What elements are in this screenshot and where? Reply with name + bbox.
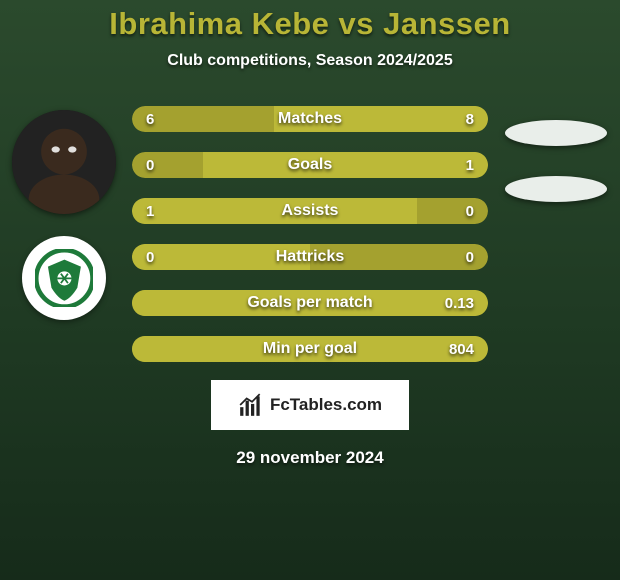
left-column — [0, 106, 128, 320]
stat-bars: Matches68Goals01Assists10Hattricks00Goal… — [128, 106, 492, 362]
bar-label: Min per goal — [132, 336, 488, 362]
bar-value-right: 0 — [466, 244, 474, 270]
bar-label: Hattricks — [132, 244, 488, 270]
comparison-row: Matches68Goals01Assists10Hattricks00Goal… — [0, 106, 620, 362]
date-label: 29 november 2024 — [0, 448, 620, 468]
bar-value-right: 804 — [449, 336, 474, 362]
bar-value-left: 6 — [146, 106, 154, 132]
bar-value-left: 0 — [146, 152, 154, 178]
infographic-root: Ibrahima Kebe vs Janssen Club competitio… — [0, 0, 620, 580]
stat-bar: Assists1 0 — [132, 198, 488, 224]
page-subtitle: Club competitions, Season 2024/2025 — [0, 52, 620, 70]
bar-value-right: 0 — [466, 198, 474, 224]
watermark-text: FcTables.com — [270, 395, 382, 415]
person-icon — [12, 110, 116, 214]
bar-label: Goals per match — [132, 290, 488, 316]
bar-value-right: 8 — [466, 106, 474, 132]
page-title: Ibrahima Kebe vs Janssen — [0, 6, 620, 42]
club-badge-left — [22, 236, 106, 320]
bar-label: Matches — [132, 106, 488, 132]
shield-icon — [35, 249, 94, 308]
stat-bar: Min per goal804 — [132, 336, 488, 362]
player-avatar-right-placeholder — [505, 120, 607, 146]
bar-value-right: 1 — [466, 152, 474, 178]
bar-label: Goals — [132, 152, 488, 178]
right-column — [492, 106, 620, 202]
chart-icon — [238, 392, 264, 418]
watermark: FcTables.com — [211, 380, 409, 430]
stat-bar: Goals0 1 — [132, 152, 488, 178]
stat-bar: Matches6 8 — [132, 106, 488, 132]
club-badge-right-placeholder — [505, 176, 607, 202]
bar-value-left: 1 — [146, 198, 154, 224]
player-avatar-left — [12, 110, 116, 214]
bar-value-right: 0.13 — [445, 290, 474, 316]
bar-label: Assists — [132, 198, 488, 224]
stat-bar: Hattricks0 0 — [132, 244, 488, 270]
bar-value-left: 0 — [146, 244, 154, 270]
stat-bar: Goals per match0.13 — [132, 290, 488, 316]
